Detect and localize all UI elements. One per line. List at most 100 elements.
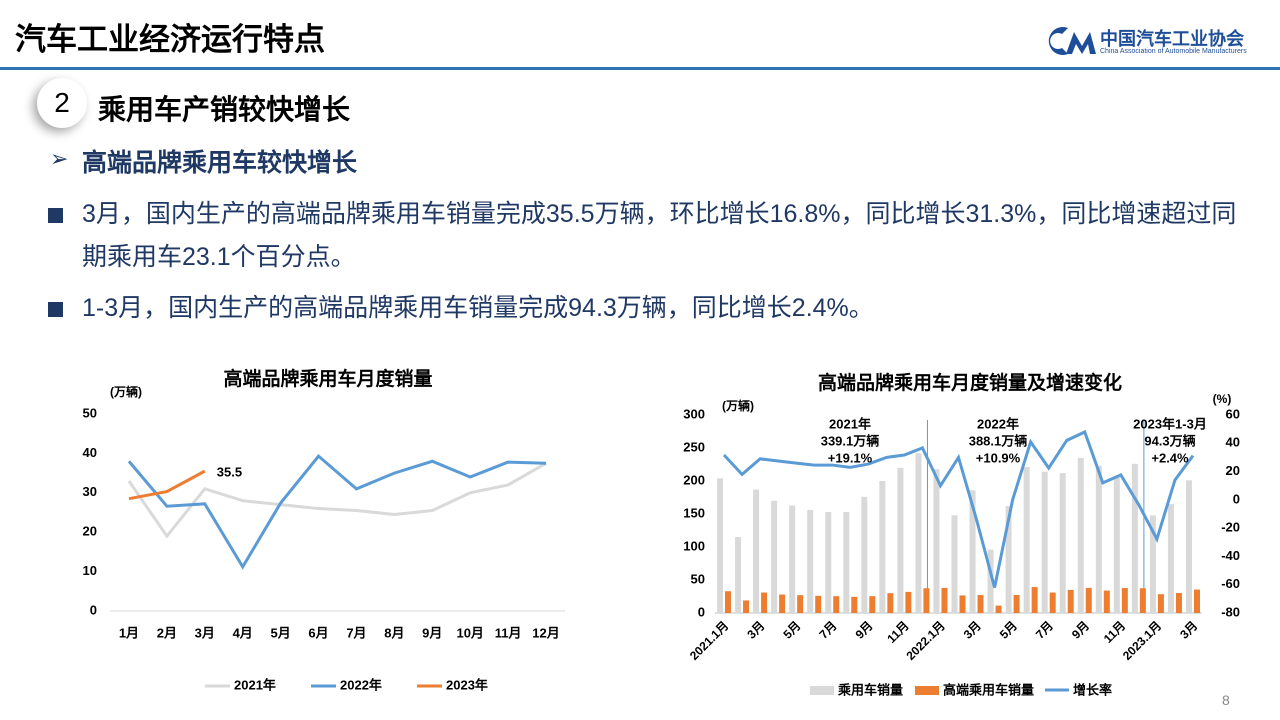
x-tick-label: 12月 [532,625,559,640]
arrow-icon: ➢ [50,146,69,171]
bullet-text: 1-3月，国内生产的高端品牌乘用车销量完成94.3万辆，同比增长2.4%。 [82,294,874,322]
bar [861,496,868,613]
bar [1085,587,1092,613]
bar [789,505,796,613]
x-tick-label: 11月 [1101,618,1128,645]
x-tick-label: 5月 [271,625,291,640]
bar [1031,587,1038,613]
chart-title: 高端品牌乘用车月度销量及增速变化 [818,371,1122,394]
annotation: 2023年1-3月 [1133,416,1207,431]
x-tick-label: 1月 [119,625,139,640]
y-tick-label: 100 [683,538,705,553]
bar [1121,588,1128,613]
legend-label: 乘用车销量 [837,682,903,697]
bar [869,596,876,613]
x-tick-label: 3月 [961,618,984,641]
legend-swatch [915,686,939,695]
section-title: 乘用车产销较快增长 [98,94,351,125]
x-tick-label: 2月 [157,625,177,640]
bar [1157,594,1164,613]
legend-label: 增长率 [1073,682,1112,697]
bar [1077,457,1084,613]
bar [879,481,886,613]
bar [977,595,984,613]
bar [1049,592,1056,613]
annotation: 94.3万辆 [1144,433,1195,448]
x-tick-label: 7月 [1033,618,1056,641]
bar [825,512,832,613]
bar [941,587,948,613]
y-tick-label: 50 [83,405,97,420]
bar [1059,473,1066,613]
annotation: 2022年 [977,416,1019,431]
chart-title: 高端品牌乘用车月度销量 [223,367,432,390]
bullet-text: 3月，国内生产的高端品牌乘用车销量完成35.5万辆，环比增长16.8%，同比增长… [82,200,1237,271]
y-tick-label: 20 [83,524,97,539]
x-tick-label: 9月 [422,625,442,640]
y-tick-label: 10 [83,563,97,578]
bar [1131,463,1138,613]
y-tick-label: 300 [683,406,705,421]
bullet: 1-3月，国内生产的高端品牌乘用车销量完成94.3万辆，同比增长2.4%。 [48,287,1248,330]
x-tick-label: 3月 [195,625,215,640]
y-tick-label: 200 [683,472,705,487]
y-tick-label: 0 [90,602,97,617]
line [127,461,547,539]
bar [1005,506,1012,613]
section-number: 2 [37,78,87,128]
page-number: 8 [1222,692,1230,708]
bar [1185,480,1192,613]
bar [753,489,760,613]
annotation: +2.4% [1151,450,1189,465]
legend-swatch [810,686,834,695]
bar [1023,467,1030,613]
bar [1149,515,1156,613]
x-tick-label: 5月 [780,618,803,641]
bar [743,600,750,613]
y2-tick-label: 40 [1226,435,1240,450]
line [127,454,547,570]
bar [995,605,1002,613]
bar [843,512,850,613]
y-axis-label: (万辆) [722,398,754,413]
y2-tick-label: 60 [1226,406,1240,421]
bar [761,592,768,613]
bar [1175,593,1182,613]
bar [933,469,940,613]
logo-mark [1048,27,1096,55]
x-tick-label: 2022.1月 [903,618,947,662]
bar [725,591,732,613]
x-tick-label: 9月 [1069,618,1092,641]
annotation: 388.1万辆 [969,433,1028,448]
x-tick-label: 11月 [495,625,522,640]
y-tick-label: 40 [83,445,97,460]
logo-subtext: China Association of Automobile Manufact… [1100,48,1247,55]
bar [1139,588,1146,613]
bar [1067,589,1074,613]
annotation: 2021年 [829,416,871,431]
bar [833,596,840,613]
y2-tick-label: -40 [1221,548,1240,563]
bar [1103,590,1110,613]
x-tick-label: 2021.1月 [687,618,731,662]
legend-label: 2023年 [446,677,488,692]
bar [717,478,724,613]
y2-tick-label: 20 [1226,463,1240,478]
bar [915,453,922,613]
bar [951,515,958,613]
bar [897,467,904,613]
bar [1013,594,1020,613]
y-tick-label: 50 [691,571,705,586]
bar [905,591,912,613]
bar [1041,471,1048,613]
bar [1113,477,1120,613]
y-tick-label: 30 [83,484,97,499]
line [722,429,1195,588]
x-tick-label: 4月 [233,625,253,640]
bar [887,593,894,613]
x-tick-label: 7月 [816,618,839,641]
y-tick-label: 0 [698,604,705,619]
y2-tick-label: 0 [1233,491,1240,506]
bullet: 3月，国内生产的高端品牌乘用车销量完成35.5万辆，环比增长16.8%，同比增长… [48,193,1248,279]
bar [735,537,742,613]
